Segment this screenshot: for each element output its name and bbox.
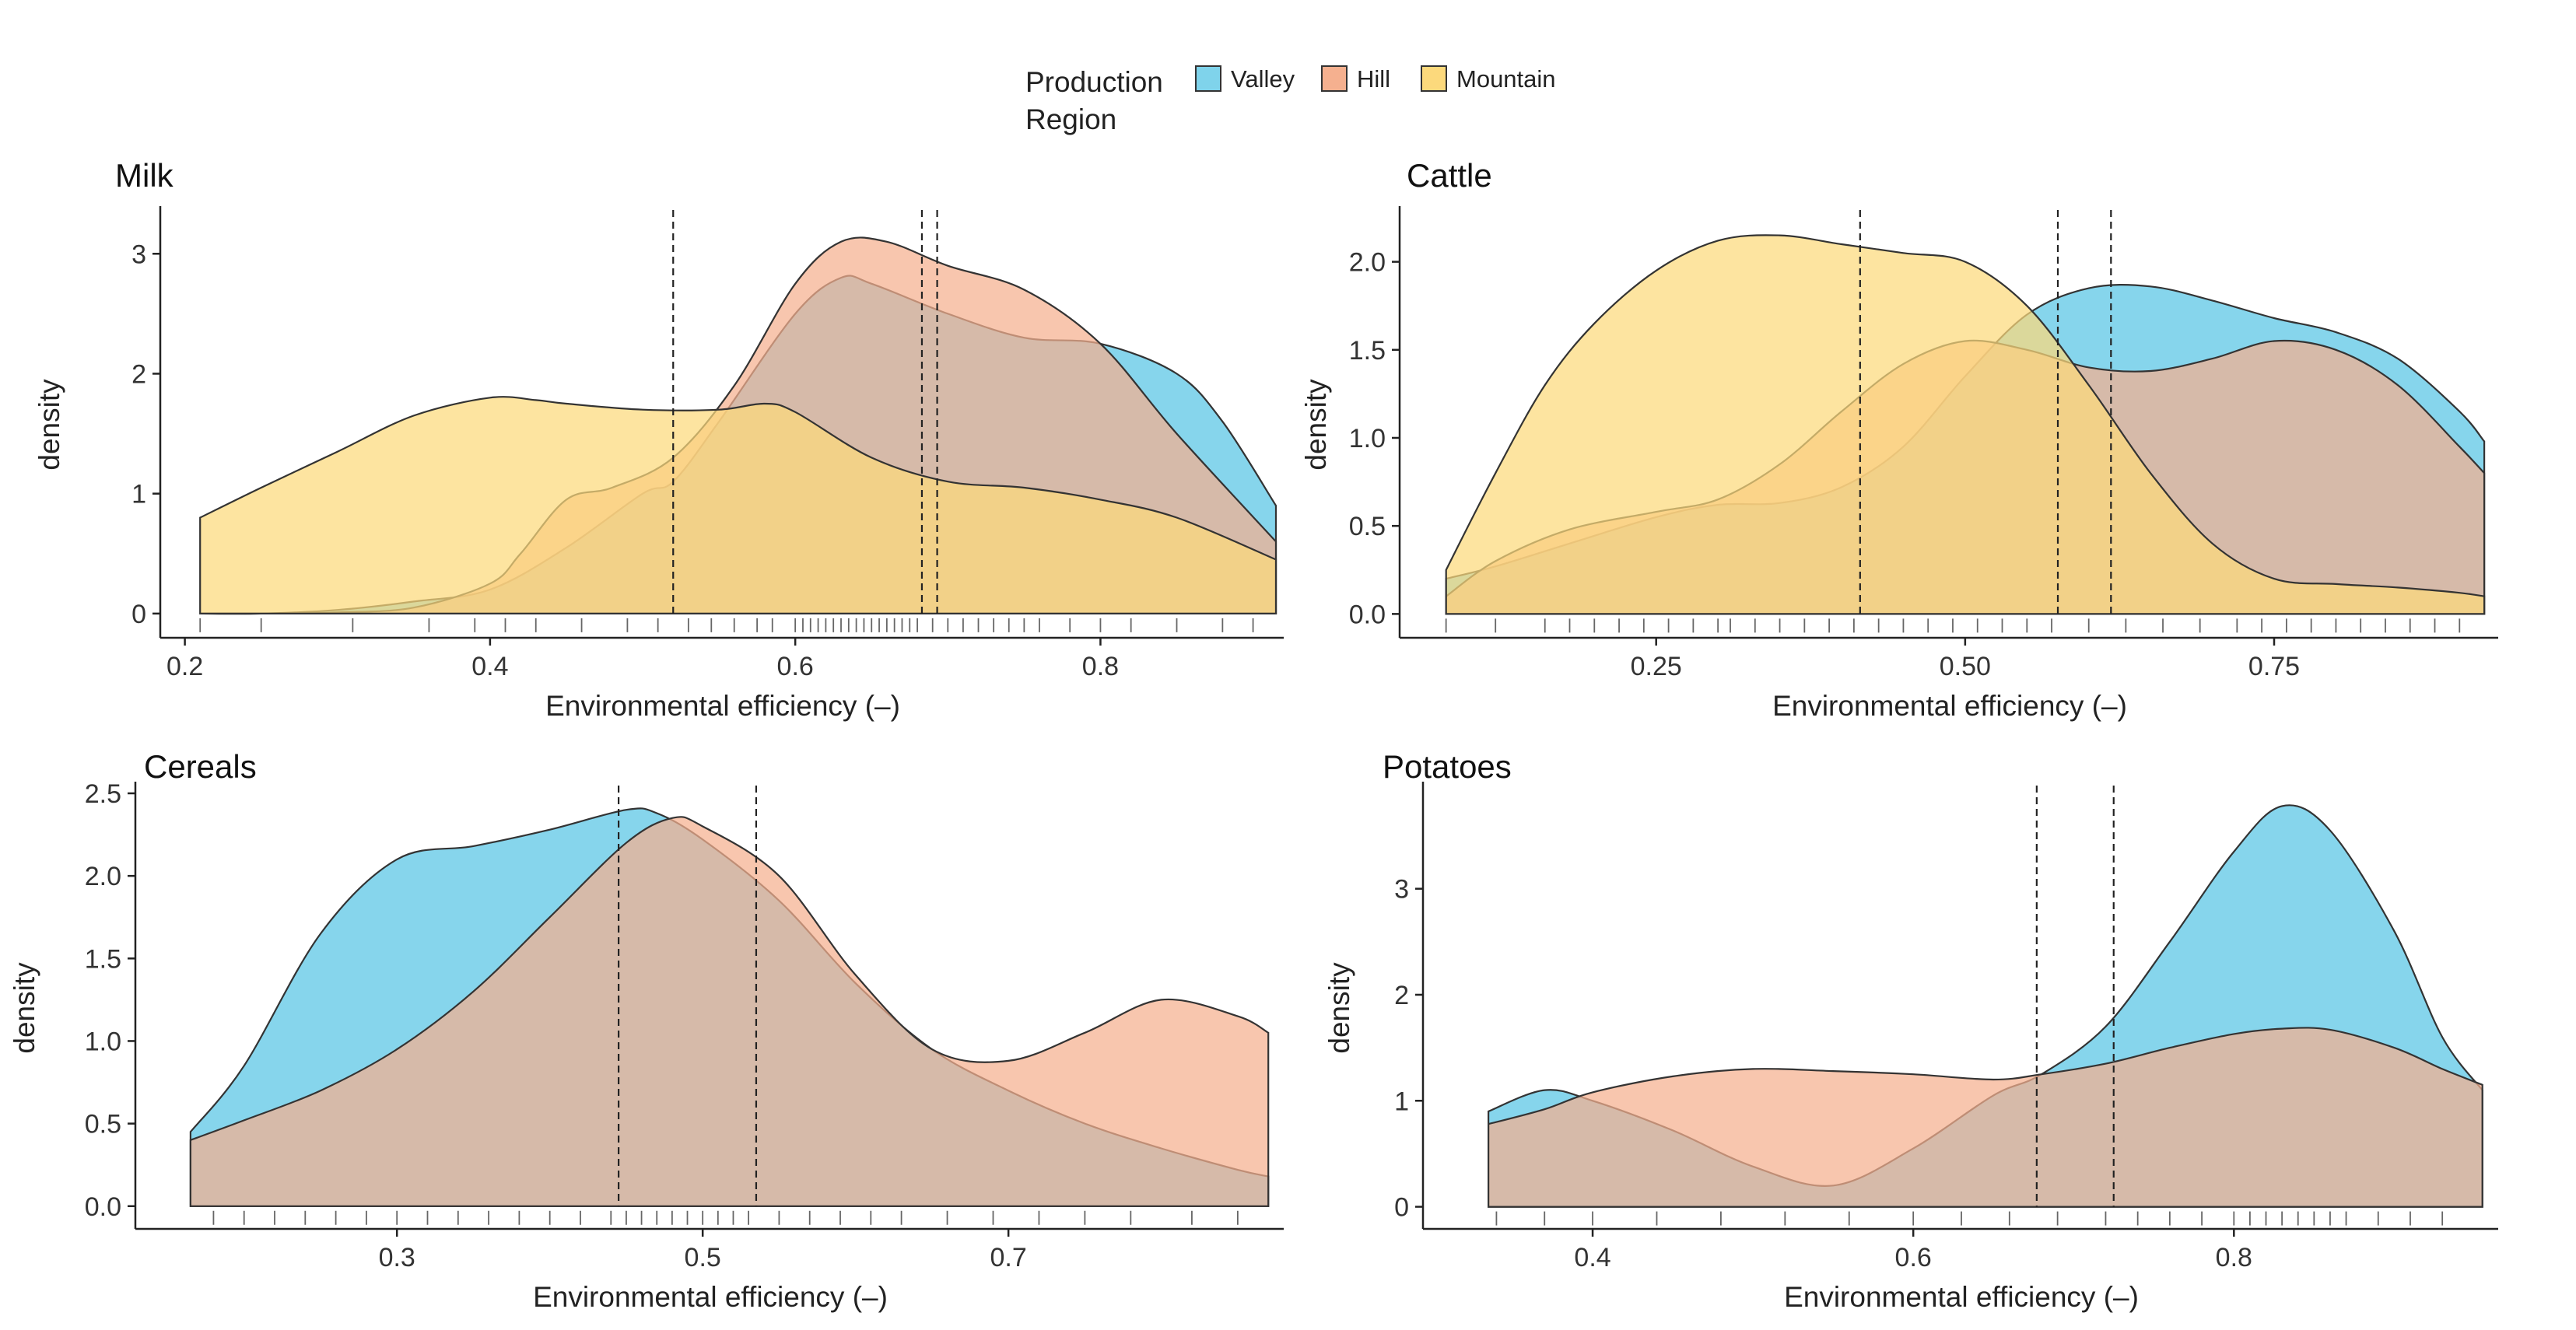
legend-title: Production Region [1025, 64, 1163, 138]
density-area-mountain [1445, 234, 2486, 615]
panel-title: Potatoes [1383, 748, 1512, 785]
x-tick-label: 0.3 [379, 1243, 415, 1272]
y-axis-title: density [1300, 379, 1332, 471]
legend-title-line1: Production [1025, 66, 1163, 98]
legend-swatch-mountain [1421, 65, 1447, 92]
y-tick-label: 2 [131, 359, 146, 389]
density-area-hill [189, 816, 1270, 1207]
y-tick-label: 0 [131, 600, 146, 629]
y-tick-label: 1.0 [85, 1027, 121, 1056]
y-tick-label: 0.0 [85, 1192, 121, 1222]
x-tick-label: 0.75 [2248, 652, 2300, 681]
y-axis-title: density [1323, 962, 1355, 1054]
x-tick-label: 0.25 [1631, 652, 1682, 681]
x-tick-label: 0.8 [1082, 652, 1119, 681]
y-tick-label: 1.0 [1349, 424, 1386, 453]
chart-cereals: Cereals 0.3 0.5 0.7 0.0 0.5 1.0 1.5 2.0 2.5 Enviro… [9, 748, 1284, 1313]
y-tick-label: 1.5 [85, 944, 121, 974]
y-tick-label: 2.5 [85, 779, 121, 809]
panel-cattle: Cattle 0.25 0.50 0.75 0.0 0.5 1.0 1.5 2.0 Environ… [1288, 148, 2576, 739]
panel-milk: Milk 0.2 0.4 0.6 0.8 0 1 2 3 Environmental effici… [0, 148, 1288, 739]
legend-label-mountain: Mountain [1456, 65, 1556, 93]
panel-title: Milk [115, 157, 174, 194]
x-tick-label: 0.5 [685, 1243, 721, 1272]
y-tick-label: 3 [1394, 875, 1409, 905]
y-tick-label: 0.0 [1349, 600, 1386, 629]
y-axis-title: density [9, 962, 40, 1054]
x-axis-title: Environmental efficiency (–) [1772, 690, 2127, 722]
x-tick-label: 0.7 [990, 1243, 1027, 1272]
x-tick-label: 0.4 [1574, 1243, 1610, 1272]
y-tick-label: 1 [1394, 1087, 1409, 1116]
legend-title-line2: Region [1025, 103, 1117, 135]
y-tick-label: 2 [1394, 981, 1409, 1010]
legend-swatch-valley [1195, 65, 1221, 92]
y-tick-label: 0.5 [1349, 512, 1386, 541]
legend: Production Region Valley Hill Mountain [1025, 61, 1648, 146]
x-axis-title: Environmental efficiency (–) [1784, 1281, 2139, 1313]
legend-label-hill: Hill [1357, 65, 1391, 93]
chart-milk: Milk 0.2 0.4 0.6 0.8 0 1 2 3 Environmental effici… [33, 157, 1284, 722]
y-tick-label: 2.0 [1349, 248, 1386, 278]
x-tick-label: 0.6 [1895, 1243, 1932, 1272]
x-tick-label: 0.8 [2216, 1243, 2252, 1272]
chart-cattle: Cattle 0.25 0.50 0.75 0.0 0.5 1.0 1.5 2.0 Environ… [1300, 157, 2498, 722]
legend-swatch-hill [1321, 65, 1348, 92]
legend-label-valley: Valley [1231, 65, 1295, 93]
y-tick-label: 2.0 [85, 862, 121, 891]
y-tick-label: 1.5 [1349, 336, 1386, 366]
y-tick-label: 0.5 [85, 1110, 121, 1139]
x-axis-title: Environmental efficiency (–) [533, 1281, 888, 1313]
chart-potatoes: Potatoes 0.4 0.6 0.8 0 1 2 3 Environmental effic… [1323, 748, 2498, 1313]
y-tick-label: 3 [131, 240, 146, 269]
panel-cereals: Cereals 0.3 0.5 0.7 0.0 0.5 1.0 1.5 2.0 2.5 Enviro… [0, 739, 1288, 1330]
x-axis-title: Environmental efficiency (–) [545, 690, 900, 722]
x-tick-label: 0.2 [166, 652, 203, 681]
x-tick-label: 0.50 [1940, 652, 1991, 681]
y-tick-label: 0 [1394, 1193, 1409, 1223]
x-tick-label: 0.4 [471, 652, 508, 681]
density-area-mountain [199, 396, 1277, 614]
panel-title: Cattle [1407, 157, 1492, 194]
density-area-hill [1488, 1027, 2483, 1208]
y-axis-title: density [33, 379, 65, 471]
panel-title: Cereals [144, 748, 257, 785]
y-tick-label: 1 [131, 480, 146, 509]
panel-potatoes: Potatoes 0.4 0.6 0.8 0 1 2 3 Environmental effic… [1288, 739, 2576, 1330]
x-tick-label: 0.6 [777, 652, 814, 681]
